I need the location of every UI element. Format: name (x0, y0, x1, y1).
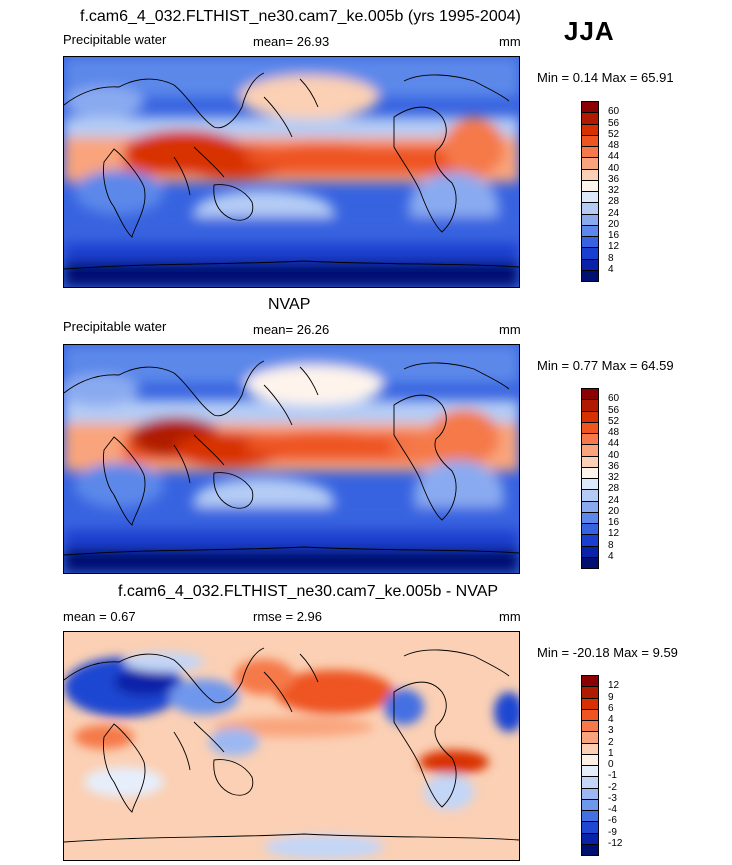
panel3-map (63, 631, 520, 861)
colorbar-tick-label: 24 (608, 207, 620, 219)
colorbar-tick-label: 4 (608, 263, 614, 275)
colorbar-tick-label: 16 (608, 230, 620, 241)
colorbar-tick-label: 40 (608, 449, 620, 461)
colorbar-tick-label: 20 (608, 505, 620, 517)
season-label: JJA (564, 16, 615, 46)
colorbar-tick-label: 4 (608, 714, 614, 725)
colorbar-tick-label: -4 (608, 804, 617, 815)
colorbar-tick-label: -3 (608, 792, 617, 804)
colorbar-tick-label: 36 (608, 173, 620, 185)
panel2-variable-label: Precipitable water (63, 319, 167, 334)
panel1-map (63, 56, 520, 288)
panel1-mean-label: mean= 26.93 (253, 34, 330, 49)
colorbar-tick-label: 28 (608, 483, 620, 495)
colorbar-tick-label: 60 (608, 393, 620, 405)
colorbar-tick-label: 2 (608, 736, 614, 748)
colorbar-swatch (581, 269, 599, 282)
colorbar-tick-label: 9 (608, 691, 614, 703)
colorbar-tick-label: 32 (608, 185, 620, 196)
colorbar-tick-label: -6 (608, 815, 617, 827)
colorbar-tick-label: 56 (608, 117, 620, 129)
colorbar-tick-label: 6 (608, 702, 614, 714)
colorbar-tick-label: 12 (608, 241, 620, 253)
colorbar-tick-label: 36 (608, 460, 620, 472)
colorbar-tick-label: 0 (608, 759, 614, 770)
colorbar-tick-label: 4 (608, 550, 614, 562)
panel1-variable-label: Precipitable water (63, 32, 167, 47)
panel3-colorbar (581, 675, 599, 856)
panel2-mean-label: mean= 26.26 (253, 322, 330, 337)
panel1-title: f.cam6_4_032.FLTHIST_ne30.cam7_ke.005b (… (80, 8, 521, 25)
colorbar-swatch (581, 556, 599, 569)
panel2-colorbar (581, 388, 599, 569)
panel2-units-label: mm (499, 322, 521, 337)
panel2-title: NVAP (268, 296, 311, 313)
colorbar-tick-label: 48 (608, 140, 620, 151)
colorbar-tick-label: 16 (608, 517, 620, 528)
colorbar-tick-label: 60 (608, 106, 620, 118)
panel3-mean-label: mean = 0.67 (63, 609, 136, 624)
colorbar-tick-label: -2 (608, 781, 617, 793)
colorbar-tick-label: 48 (608, 427, 620, 438)
colorbar-tick-label: -9 (608, 826, 617, 838)
colorbar-tick-label: 32 (608, 472, 620, 483)
colorbar-tick-label: -1 (608, 770, 617, 782)
panel3-title: f.cam6_4_032.FLTHIST_ne30.cam7_ke.005b -… (118, 583, 499, 600)
colorbar-tick-label: 8 (608, 252, 614, 264)
panel1-colorbar (581, 101, 599, 282)
colorbar-tick-label: 52 (608, 128, 620, 140)
colorbar-tick-label: 12 (608, 680, 620, 692)
colorbar-tick-label: 20 (608, 218, 620, 230)
colorbar-tick-label: 56 (608, 404, 620, 416)
panel2-minmax-label: Min = 0.77 Max = 64.59 (537, 358, 674, 373)
panel1-units-label: mm (499, 34, 521, 49)
colorbar-tick-label: 44 (608, 438, 620, 450)
colorbar-tick-label: 1 (608, 747, 614, 759)
colorbar-tick-label: 28 (608, 196, 620, 208)
colorbar-tick-label: 40 (608, 162, 620, 174)
colorbar-tick-label: 24 (608, 494, 620, 506)
panel1-minmax-label: Min = 0.14 Max = 65.91 (537, 70, 674, 85)
colorbar-tick-label: 12 (608, 528, 620, 540)
colorbar-tick-label: 44 (608, 151, 620, 163)
colorbar-swatch (581, 843, 599, 856)
colorbar-tick-label: 8 (608, 539, 614, 551)
colorbar-tick-label: 52 (608, 415, 620, 427)
panel3-units-label: mm (499, 609, 521, 624)
panel2-map (63, 344, 520, 574)
colorbar-tick-label: 3 (608, 725, 614, 737)
panel3-rmse-label: rmse = 2.96 (253, 609, 323, 624)
panel3-minmax-label: Min = -20.18 Max = 9.59 (537, 645, 678, 660)
colorbar-tick-label: -12 (608, 837, 623, 849)
